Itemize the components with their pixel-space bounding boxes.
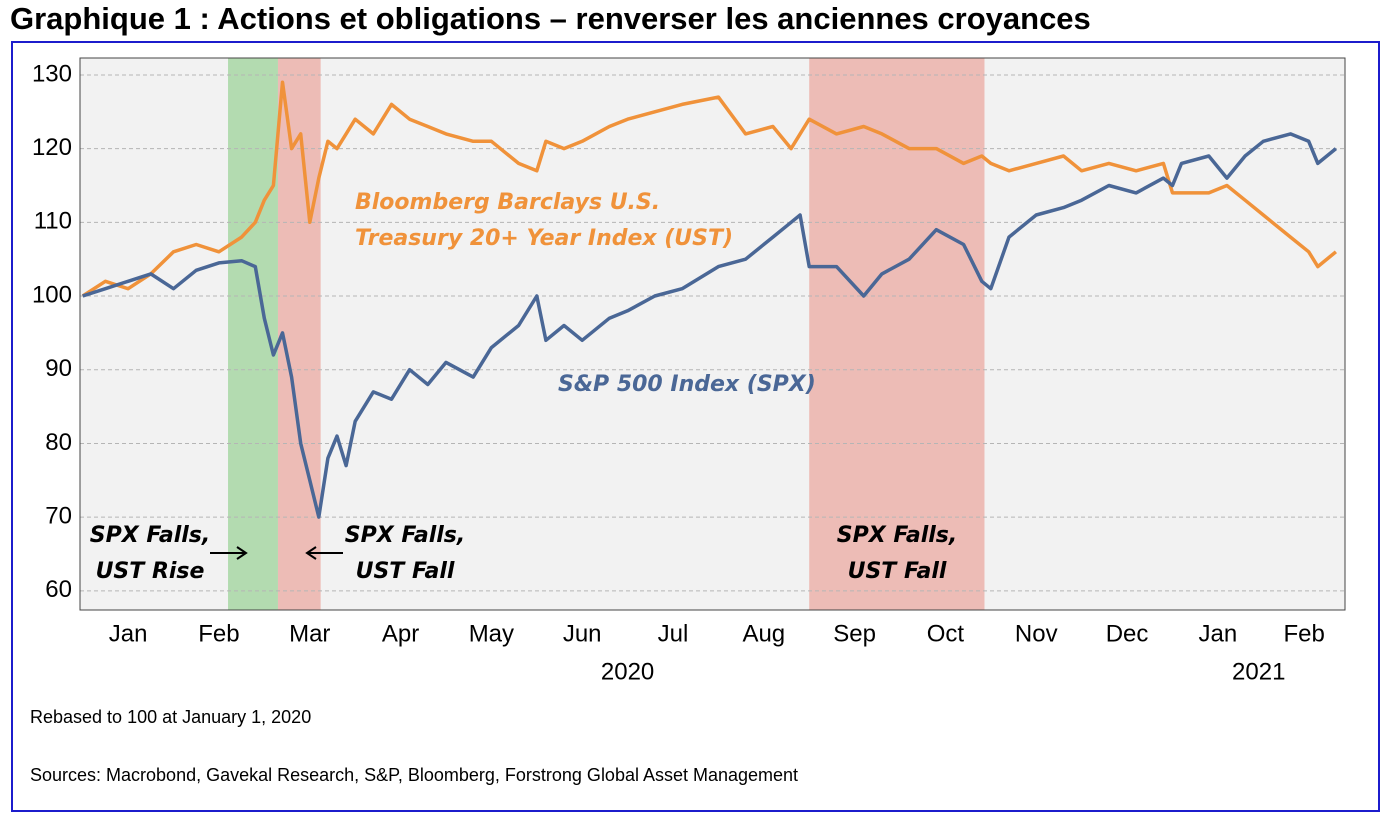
x-tick-label: Feb [1283, 620, 1324, 647]
x-tick-label: Oct [927, 620, 965, 647]
x-tick-label: Jan [109, 620, 148, 647]
y-tick-label: 120 [32, 134, 72, 161]
y-tick-label: 80 [45, 429, 72, 456]
x-tick-label: May [469, 620, 514, 647]
plot-border [79, 57, 1346, 611]
x-tick-label: Apr [382, 620, 419, 647]
arrow-head [236, 546, 248, 560]
y-tick-label: 90 [45, 355, 72, 382]
x-tick-label: Aug [742, 620, 785, 647]
arrows [210, 546, 343, 560]
x-tick-label: Nov [1015, 620, 1058, 647]
series-label: S&P 500 Index (SPX) [558, 372, 816, 397]
annotation: SPX Falls, UST Fall [836, 523, 958, 584]
highlight-band [277, 58, 321, 610]
y-tick-label: 130 [32, 60, 72, 87]
arrow-head [305, 546, 317, 560]
y-tick-label: 70 [45, 502, 72, 529]
y-tick-label: 60 [45, 576, 72, 603]
x-tick-label: Sep [833, 620, 876, 647]
y-tick-label: 110 [34, 208, 72, 235]
series-line [82, 132, 1338, 519]
y-tick-label: 100 [32, 281, 72, 308]
year-label: 2021 [1232, 658, 1285, 685]
highlight-band [809, 58, 985, 610]
annotation: SPX Falls, UST Rise [89, 523, 211, 584]
x-tick-label: Dec [1106, 620, 1149, 647]
x-tick-label: Jun [563, 620, 602, 647]
series-label: Bloomberg Barclays U.S. Treasury 20+ Yea… [355, 190, 734, 251]
series-line [81, 80, 1338, 298]
note: Sources: Macrobond, Gavekal Research, S&… [30, 765, 798, 785]
x-tick-label: Mar [289, 620, 330, 647]
x-tick-label: Jul [658, 620, 689, 647]
year-label: 2020 [601, 658, 654, 685]
note: Rebased to 100 at January 1, 2020 [30, 707, 311, 727]
annotation: SPX Falls, UST Fall [344, 523, 466, 584]
x-tick-label: Feb [198, 620, 239, 647]
highlight-band [228, 58, 278, 610]
frame [11, 41, 1380, 812]
x-tick-label: Jan [1199, 620, 1238, 647]
chart-title: Graphique 1 : Actions et obligations – r… [10, 1, 1091, 36]
